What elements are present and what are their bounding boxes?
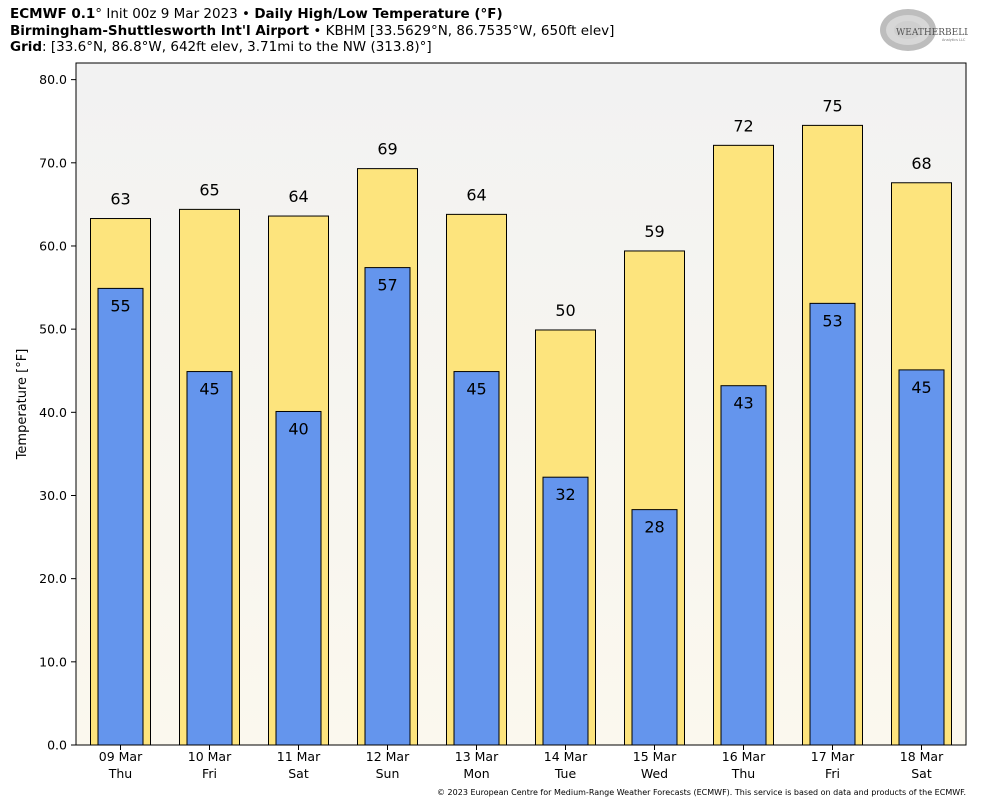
plot-frame (75, 62, 967, 746)
low-temp-bar (542, 476, 589, 746)
x-tick-day: Thu (108, 766, 132, 781)
chart-title: Daily High/Low Temperature (°F) (254, 6, 503, 22)
low-temp-bar (453, 371, 500, 746)
x-tick-day: Fri (825, 766, 840, 781)
low-temp-bar (97, 287, 144, 746)
copyright-footer: © 2023 European Centre for Medium-Range … (437, 788, 966, 797)
high-temp-label: 64 (288, 187, 308, 206)
low-temp-bar (720, 385, 767, 746)
weatherbell-logo: WEATHERBELL Analytics LLC (880, 9, 968, 51)
x-tick-date: 16 Mar (722, 749, 766, 764)
y-tick-label: 60.0 (39, 238, 67, 253)
high-temp-label: 75 (822, 96, 842, 115)
low-temp-bar (898, 369, 945, 746)
low-temp-label: 55 (110, 296, 130, 315)
header-line-1: ECMWF 0.1° Init 00z 9 Mar 2023 • Daily H… (10, 6, 503, 22)
low-temp-label: 28 (644, 518, 664, 537)
x-tick-date: 14 Mar (544, 749, 588, 764)
day-group: 59 28 (624, 222, 685, 746)
low-temp-bar (364, 267, 411, 746)
low-temp-bar (631, 509, 678, 746)
day-group: 75 53 (802, 96, 863, 746)
low-temp-bar (275, 410, 322, 746)
low-temp-label: 43 (733, 394, 753, 413)
x-tick-day: Tue (554, 766, 577, 781)
y-tick-label: 50.0 (39, 322, 67, 337)
chart-header: ECMWF 0.1° Init 00z 9 Mar 2023 • Daily H… (10, 6, 614, 56)
y-tick-label: 10.0 (39, 654, 67, 669)
day-group: 50 32 (535, 301, 596, 746)
low-temp-label: 45 (199, 380, 219, 399)
x-tick-date: 09 Mar (99, 749, 143, 764)
x-tick-day: Fri (202, 766, 217, 781)
x-tick-date: 11 Mar (277, 749, 321, 764)
station-location: KBHM [33.5629°N, 86.7535°W, 650ft elev] (325, 22, 615, 39)
x-tick-day: Sat (288, 766, 309, 781)
y-tick-label: 0.0 (47, 738, 67, 753)
high-temp-label: 72 (733, 116, 753, 135)
low-temp-label: 45 (911, 378, 931, 397)
low-temp-label: 40 (288, 419, 308, 438)
day-group: 64 45 (446, 185, 507, 746)
high-temp-label: 69 (377, 140, 397, 159)
bars-layer: 63 55 65 45 64 40 69 57 64 45 50 32 59 28 72 43 75 53 68 45 (90, 96, 952, 746)
logo-text: WEATHERBELL (896, 28, 968, 38)
day-group: 63 55 (90, 190, 151, 746)
day-group: 68 45 (891, 154, 952, 746)
day-group: 72 43 (713, 116, 774, 746)
x-axis: 09 Mar Thu 10 Mar Fri 11 Mar Sat 12 Mar Sun 13 M… (99, 745, 944, 781)
low-temp-label: 32 (555, 485, 575, 504)
y-axis-label: Temperature [°F] (15, 349, 30, 461)
low-temp-label: 53 (822, 311, 842, 330)
logo-subtext: Analytics LLC (942, 38, 966, 42)
day-group: 64 40 (268, 187, 329, 746)
x-tick-date: 15 Mar (633, 749, 677, 764)
high-temp-label: 64 (466, 185, 486, 204)
y-tick-label: 80.0 (39, 72, 67, 87)
low-temp-bar (186, 371, 233, 746)
x-tick-date: 12 Mar (366, 749, 410, 764)
high-temp-label: 68 (911, 154, 931, 173)
y-tick-label: 40.0 (39, 405, 67, 420)
high-temp-label: 50 (555, 301, 575, 320)
header-line-3: Grid: [33.6°N, 86.8°W, 642ft elev, 3.71m… (10, 39, 432, 55)
y-tick-label: 30.0 (39, 488, 67, 503)
station-name: Birmingham-Shuttlesworth Int'l Airport (10, 22, 310, 39)
header-line-2: Birmingham-Shuttlesworth Int'l Airport •… (10, 22, 615, 39)
x-tick-day: Sat (911, 766, 932, 781)
day-group: 65 45 (179, 180, 240, 746)
high-temp-label: 65 (199, 180, 219, 199)
y-axis: 0.0 10.0 20.0 30.0 40.0 50.0 60.0 70.0 80.0 (39, 72, 76, 753)
x-tick-day: Sun (376, 766, 400, 781)
x-tick-day: Wed (641, 766, 668, 781)
x-tick-day: Thu (731, 766, 755, 781)
y-tick-label: 70.0 (39, 155, 67, 170)
low-temp-bar (809, 302, 856, 746)
x-tick-date: 18 Mar (900, 749, 944, 764)
high-temp-label: 59 (644, 222, 664, 241)
x-tick-date: 13 Mar (455, 749, 499, 764)
x-tick-date: 17 Mar (811, 749, 855, 764)
low-temp-label: 45 (466, 380, 486, 399)
low-temp-label: 57 (377, 276, 397, 295)
grid-location: : [33.6°N, 86.8°W, 642ft elev, 3.71mi to… (42, 39, 432, 55)
x-tick-date: 10 Mar (188, 749, 232, 764)
y-tick-label: 20.0 (39, 571, 67, 586)
day-group: 69 57 (357, 140, 418, 746)
x-tick-day: Mon (463, 766, 489, 781)
high-temp-label: 63 (110, 190, 130, 209)
